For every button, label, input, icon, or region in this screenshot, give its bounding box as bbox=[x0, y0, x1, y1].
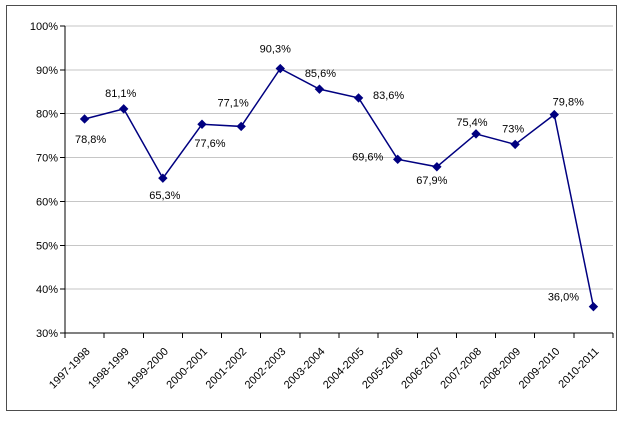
x-axis-label: 2003-2004 bbox=[282, 346, 328, 392]
x-axis-label: 2002-2003 bbox=[243, 346, 289, 392]
data-point-label: 83,6% bbox=[373, 90, 404, 102]
data-point-marker bbox=[353, 93, 364, 103]
data-point-label: 90,3% bbox=[260, 44, 291, 56]
data-point-label: 85,6% bbox=[305, 68, 336, 80]
data-point-label: 65,3% bbox=[149, 190, 180, 202]
x-axis-label: 2009-2010 bbox=[517, 346, 563, 392]
x-axis-label: 2008-2009 bbox=[478, 346, 524, 392]
x-axis-label: 2004-2005 bbox=[321, 346, 367, 392]
y-axis-label: 60% bbox=[36, 196, 58, 208]
data-point-label: 78,8% bbox=[75, 134, 106, 146]
data-point-marker bbox=[314, 84, 325, 94]
data-point-marker bbox=[393, 154, 403, 165]
x-axis-label: 2007-2008 bbox=[438, 346, 484, 392]
x-axis-label: 2001-2002 bbox=[204, 346, 250, 392]
chart-outer-border bbox=[6, 5, 617, 411]
x-axis-label: 2010-2011 bbox=[556, 346, 601, 391]
data-point-marker bbox=[197, 119, 207, 129]
data-point-marker bbox=[432, 162, 442, 172]
data-point-label: 69,6% bbox=[352, 151, 383, 163]
data-point-label: 67,9% bbox=[416, 175, 447, 187]
y-axis-label: 70% bbox=[36, 153, 58, 165]
data-point-marker bbox=[275, 63, 285, 74]
y-axis-label: 40% bbox=[36, 284, 58, 296]
x-axis-label: 1999-2000 bbox=[125, 346, 171, 392]
data-point-marker bbox=[510, 139, 520, 150]
data-point-label: 77,1% bbox=[218, 97, 249, 109]
data-point-label: 75,4% bbox=[456, 117, 487, 129]
data-point-label: 79,8% bbox=[553, 97, 584, 109]
data-point-label: 77,6% bbox=[194, 138, 225, 150]
data-point-marker bbox=[549, 109, 559, 120]
x-axis-label: 1997-1998 bbox=[47, 346, 93, 392]
x-axis-label: 2005-2006 bbox=[360, 346, 406, 392]
data-point-label: 73% bbox=[502, 123, 524, 135]
data-point-marker bbox=[471, 129, 481, 139]
y-axis-label: 50% bbox=[36, 240, 58, 252]
data-point-marker bbox=[158, 173, 168, 183]
y-axis-label: 30% bbox=[36, 328, 58, 340]
data-point-label: 81,1% bbox=[105, 88, 136, 100]
data-point-label: 36,0% bbox=[548, 292, 579, 304]
y-axis-label: 90% bbox=[36, 65, 58, 77]
data-point-marker bbox=[119, 104, 129, 114]
series-line bbox=[84, 67, 595, 307]
x-axis-label: 2006-2007 bbox=[399, 346, 445, 392]
y-axis-label: 80% bbox=[36, 109, 58, 121]
data-point-marker bbox=[236, 121, 246, 132]
data-point-marker bbox=[79, 114, 90, 124]
x-axis-label: 2000-2001 bbox=[164, 346, 210, 392]
data-point-marker bbox=[588, 301, 599, 312]
y-axis-label: 100% bbox=[30, 21, 58, 33]
x-axis-label: 1998-1999 bbox=[86, 346, 132, 392]
